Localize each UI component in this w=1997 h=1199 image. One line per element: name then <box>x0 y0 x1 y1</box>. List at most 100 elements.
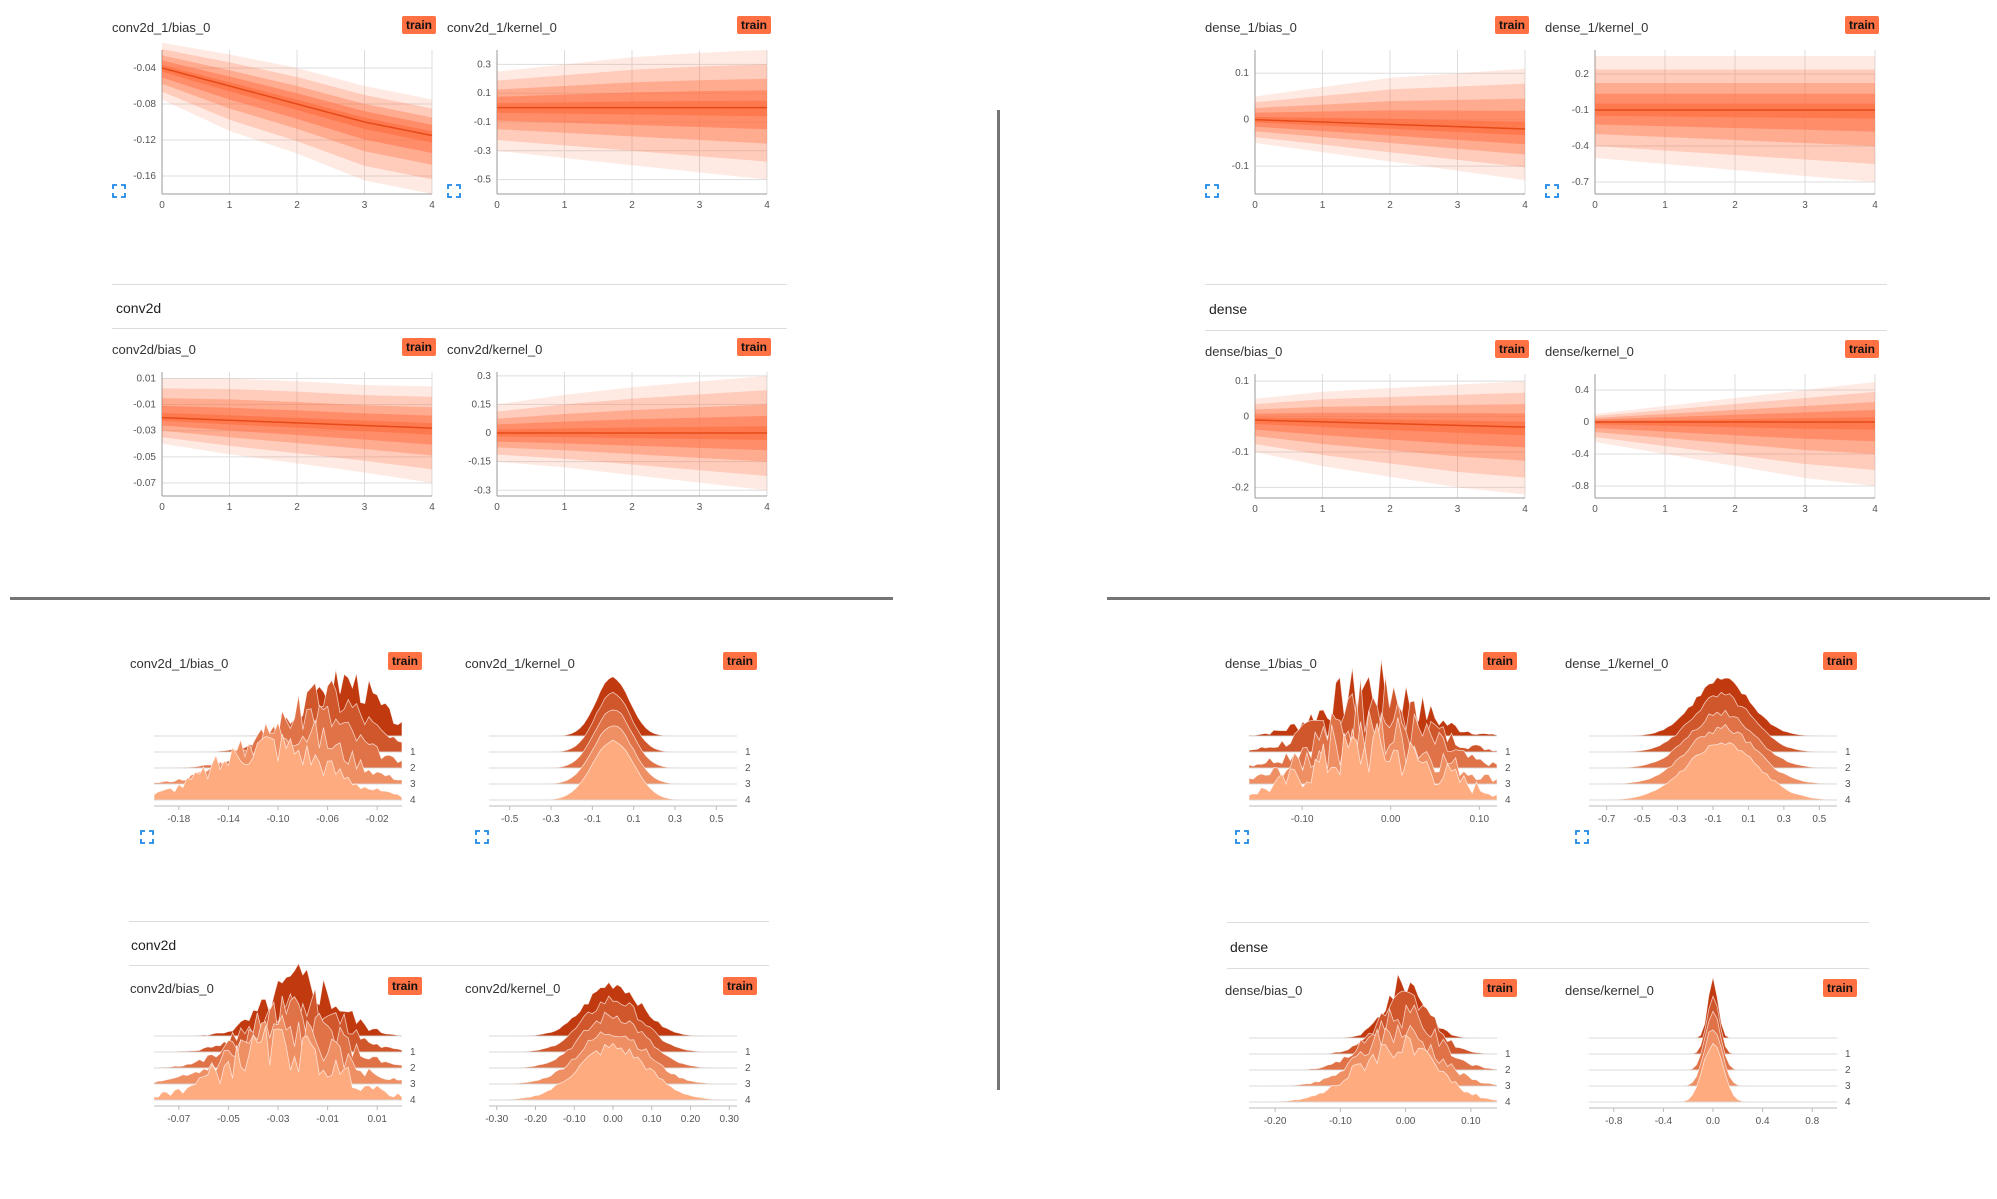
run-badge-train[interactable]: train <box>388 652 423 670</box>
y-tick-label: -0.5 <box>474 175 492 186</box>
x-tick-label: 2 <box>294 502 300 513</box>
y-tick-label: -0.4 <box>1572 141 1590 152</box>
y-tick-label: -0.04 <box>133 63 156 74</box>
section-title-conv2d: conv2d <box>131 937 177 953</box>
x-tick-label: 2 <box>1387 504 1393 515</box>
x-tick-label: 0 <box>1592 504 1598 515</box>
x-tick-label: -0.10 <box>563 1114 586 1125</box>
chart-title: conv2d_1/kernel_0 <box>465 656 575 671</box>
chart-title: conv2d_1/kernel_0 <box>447 20 557 35</box>
step-label: 4 <box>1505 1097 1511 1108</box>
x-tick-label: 1 <box>1320 200 1326 211</box>
run-badge-train[interactable]: train <box>723 977 758 995</box>
median-line <box>1254 118 1526 130</box>
y-tick-label: 0.1 <box>1235 376 1249 387</box>
y-tick-label: -0.12 <box>133 135 156 146</box>
fullscreen-expand-icon[interactable] <box>112 184 126 198</box>
x-tick-label: 0 <box>159 200 165 211</box>
y-tick-label: 0.01 <box>137 374 157 385</box>
y-tick-label: -0.1 <box>1572 105 1590 116</box>
median-line <box>1254 419 1526 428</box>
run-badge-train[interactable]: train <box>737 16 772 34</box>
fullscreen-expand-icon[interactable] <box>1205 184 1219 198</box>
chart-title: conv2d/kernel_0 <box>465 981 561 996</box>
y-tick-label: -0.08 <box>133 99 156 110</box>
x-tick-label: 1 <box>1662 504 1668 515</box>
distribution-band <box>162 412 432 435</box>
distribution-panel-dense-1-kernel: dense_1/kernel_0 train 0 1 2 3 4 0.2 -0.1 -0.4 -0.… <box>1545 14 1885 254</box>
fullscreen-expand-icon[interactable] <box>140 830 154 844</box>
histogram-step-area <box>1249 972 1498 1039</box>
section-rule <box>1205 284 1887 285</box>
y-tick-label: 0.4 <box>1575 385 1589 396</box>
y-tick-label: -0.01 <box>133 400 156 411</box>
run-badge-train[interactable]: train <box>1823 979 1858 997</box>
section-rule <box>1205 330 1887 331</box>
histogram-step-area <box>1248 1034 1498 1103</box>
distribution-band <box>1595 417 1875 430</box>
run-badge-train[interactable]: train <box>1845 16 1880 34</box>
x-tick-label: 0.3 <box>668 814 682 825</box>
x-tick-label: -0.02 <box>366 814 389 825</box>
x-tick-label: -0.8 <box>1605 1116 1623 1127</box>
run-badge-train[interactable]: train <box>1483 652 1518 670</box>
x-tick-label: -0.07 <box>167 1114 190 1125</box>
step-label: 4 <box>745 795 751 806</box>
step-label: 1 <box>1505 747 1511 758</box>
distribution-band <box>497 100 767 117</box>
x-tick-label: 4 <box>1872 200 1878 211</box>
x-tick-label: 3 <box>697 200 703 211</box>
run-badge-train[interactable]: train <box>723 652 758 670</box>
run-badge-train[interactable]: train <box>1845 340 1880 358</box>
fullscreen-expand-icon[interactable] <box>475 830 489 844</box>
x-tick-label: -0.06 <box>316 814 339 825</box>
y-tick-label: 0.3 <box>477 59 491 70</box>
x-tick-label: 0 <box>159 502 165 513</box>
chart-title: dense_1/bias_0 <box>1205 20 1297 35</box>
distribution-panel-conv2d-kernel: conv2d/kernel_0 train 0 1 2 3 4 0.3 0.15 0 -0.15 -0… <box>447 336 777 556</box>
y-tick-label: -0.15 <box>468 457 491 468</box>
x-tick-label: -0.18 <box>167 814 190 825</box>
histogram-chart: 1 2 3 4 -0.30 -0.20 -0.10 0.00 0.10 0.20 0.30 <box>485 981 751 1125</box>
x-tick-label: -0.05 <box>217 1114 240 1125</box>
x-tick-label: 2 <box>1387 200 1393 211</box>
step-label: 2 <box>410 1063 416 1074</box>
divider-vertical <box>997 110 1000 1090</box>
histogram-step-area <box>1589 1042 1837 1103</box>
x-tick-label: 0 <box>1252 504 1258 515</box>
step-label: 3 <box>410 779 416 790</box>
x-tick-label: 1 <box>562 200 568 211</box>
run-badge-train[interactable]: train <box>402 338 437 356</box>
run-badge-train[interactable]: train <box>402 16 437 34</box>
x-tick-label: 0.20 <box>681 1114 701 1125</box>
histogram-panel-dense-1-kernel: dense_1/kernel_0 train 1 2 3 4 -0.7 -0.5 -0.3 -0.… <box>1565 650 1865 890</box>
fullscreen-expand-icon[interactable] <box>1235 830 1249 844</box>
x-tick-label: 0.5 <box>1812 814 1826 825</box>
y-tick-label: -0.8 <box>1572 481 1590 492</box>
step-label: 1 <box>1845 747 1851 758</box>
fullscreen-expand-icon[interactable] <box>447 184 461 198</box>
histogram-chart: 1 2 3 4 -0.5 -0.3 -0.1 0.1 0.3 0.5 <box>489 676 751 825</box>
run-badge-train[interactable]: train <box>1495 16 1530 34</box>
distribution-panel-dense-kernel: dense/kernel_0 train 0 1 2 3 4 0.4 0 -0.4 -0.8 <box>1545 338 1885 558</box>
chart-title: dense/kernel_0 <box>1545 344 1634 359</box>
fullscreen-expand-icon[interactable] <box>1545 184 1559 198</box>
y-tick-label: 0.1 <box>477 88 491 99</box>
y-tick-label: 0 <box>1243 412 1249 423</box>
fullscreen-expand-icon[interactable] <box>1575 830 1589 844</box>
run-badge-train[interactable]: train <box>737 338 772 356</box>
run-badge-train[interactable]: train <box>1495 340 1530 358</box>
run-badge-train[interactable]: train <box>1823 652 1858 670</box>
step-label: 2 <box>745 1063 751 1074</box>
y-tick-label: 0.1 <box>1235 68 1249 79</box>
run-badge-train[interactable]: train <box>1483 979 1518 997</box>
y-tick-label: -0.3 <box>474 146 492 157</box>
run-badge-train[interactable]: train <box>388 977 423 995</box>
y-tick-label: 0 <box>485 428 491 439</box>
step-label: 2 <box>1505 763 1511 774</box>
step-label: 2 <box>1845 763 1851 774</box>
histogram-step-area <box>1248 675 1498 753</box>
x-tick-label: 0.01 <box>367 1114 387 1125</box>
chart-title: conv2d/bias_0 <box>130 981 214 996</box>
x-tick-label: 3 <box>697 502 703 513</box>
